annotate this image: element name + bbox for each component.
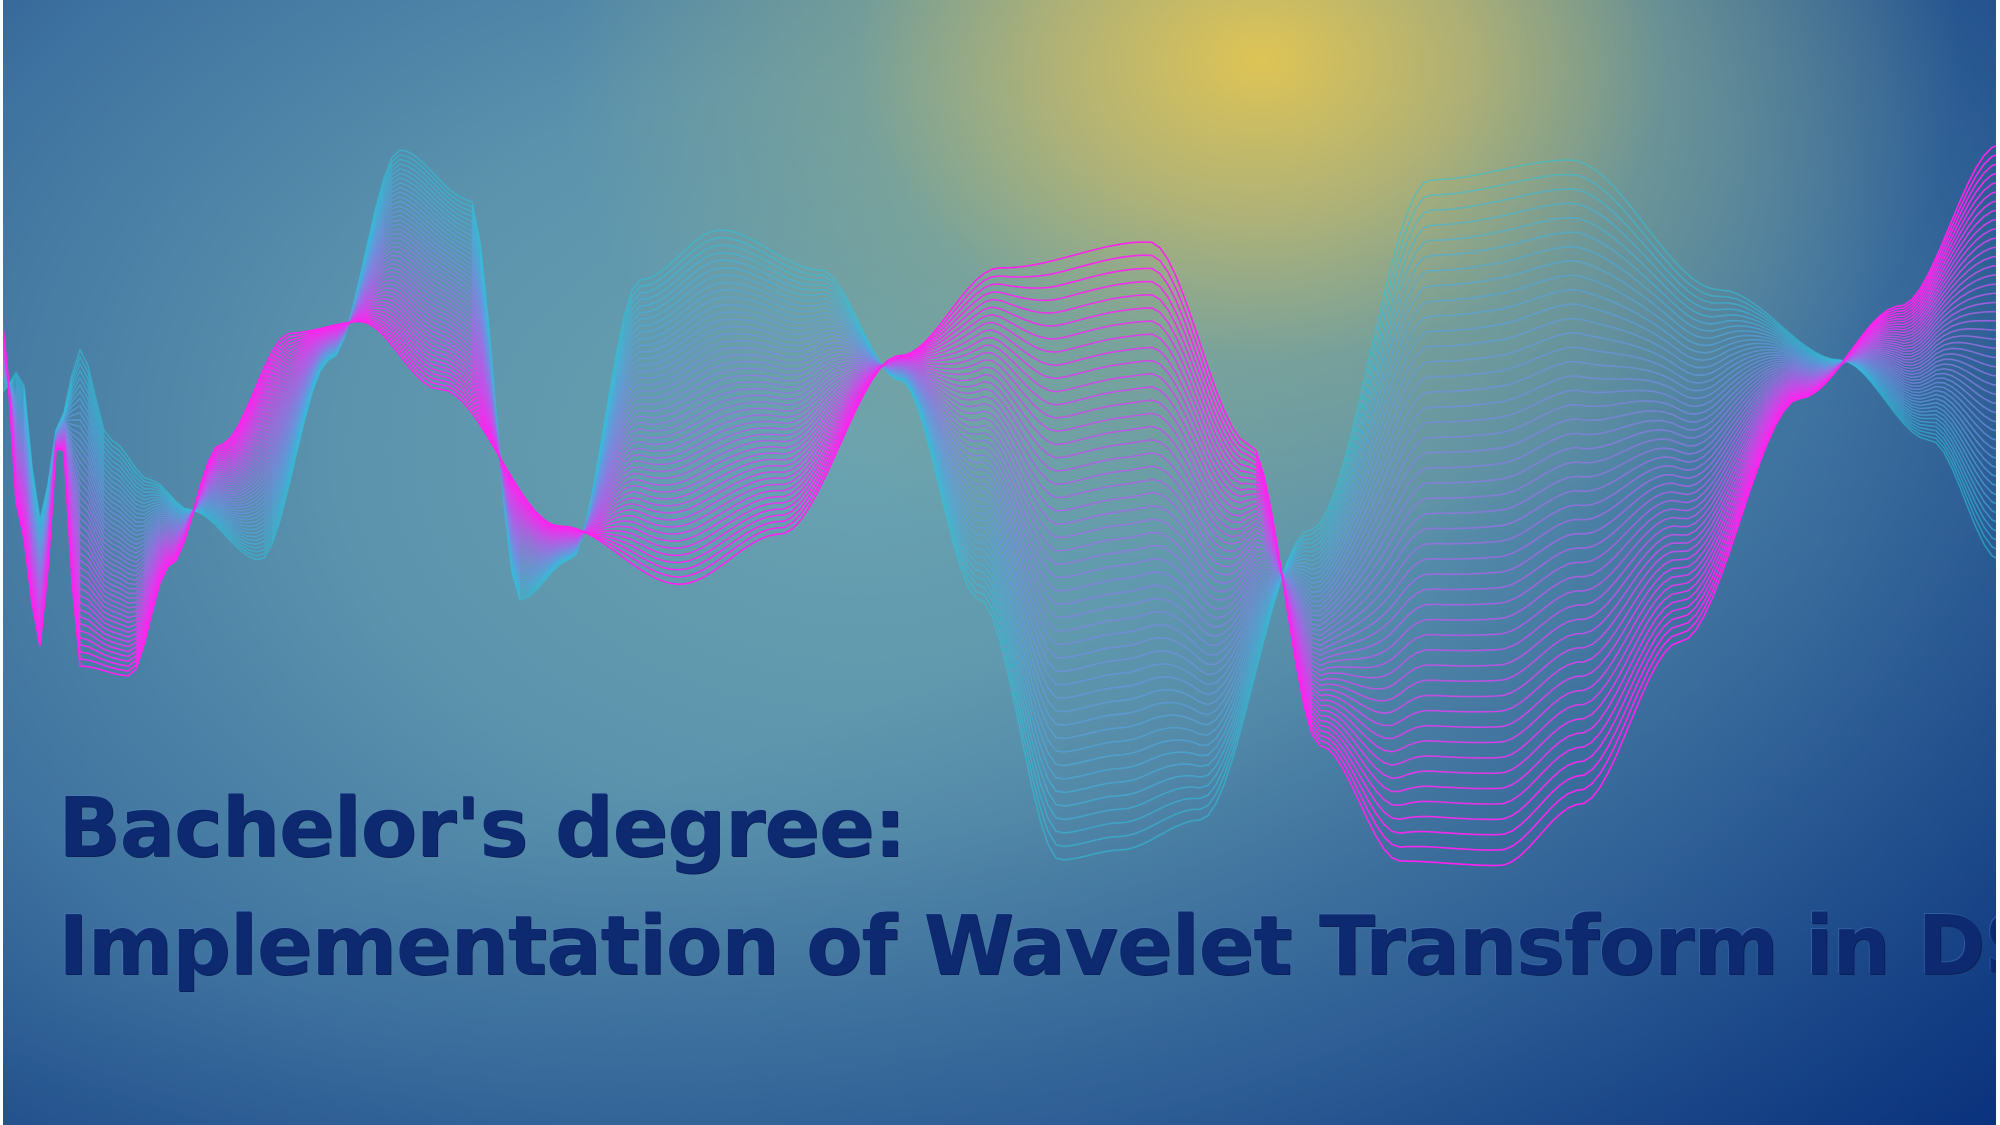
wave-line [0,208,2000,766]
wave-line [0,143,2000,867]
slide-title: Bachelor's degree: Implementation of Wav… [58,770,2000,1006]
wave-line [0,162,2000,836]
left-border [0,0,3,1125]
wave-line [0,152,2000,851]
title-line-topic: Implementation of Wavelet Transform in D… [58,899,2000,994]
right-border [1996,0,2000,1125]
title-line-degree: Bachelor's degree: [58,781,906,876]
wave-line [0,149,2000,861]
wave-line [0,186,2000,753]
wave-line [0,180,2000,807]
wave-line [0,167,2000,807]
wave-line [0,190,2000,793]
